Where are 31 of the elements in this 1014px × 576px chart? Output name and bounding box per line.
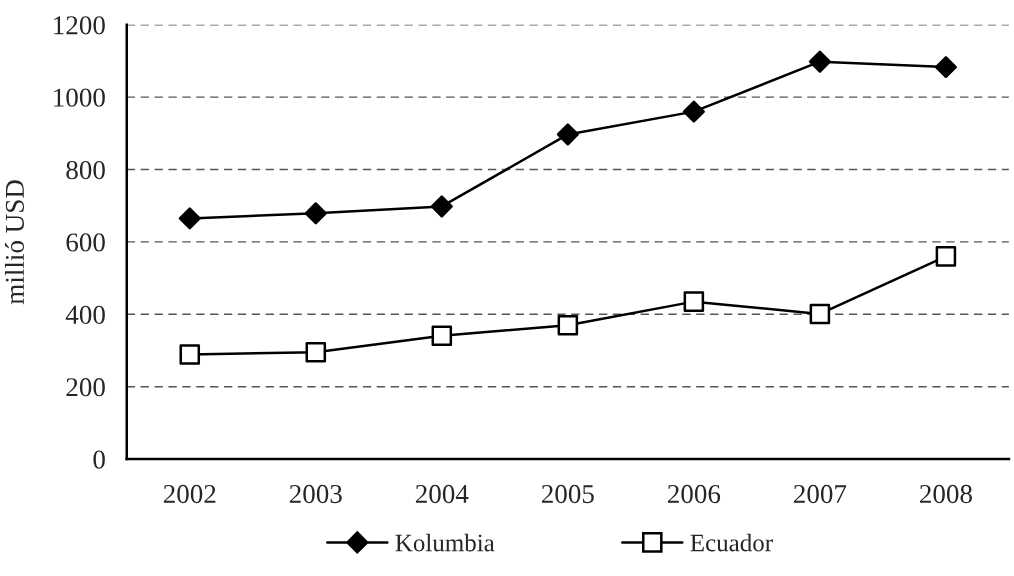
point [809,303,831,325]
y-tick-label: 1200 [54,16,105,35]
point [179,344,201,365]
x-tick-label: 2008 [920,484,972,504]
point [556,123,579,146]
point [305,342,327,363]
point [808,50,831,73]
x-tick-label: 2002 [163,484,216,504]
point [935,246,957,267]
y-tick-label: 400 [65,305,105,324]
y-tick-label: 800 [66,160,105,180]
point [557,314,579,336]
x-tick-label: 2004 [415,484,469,504]
y-axis-title: millió USD [4,180,25,305]
point [430,195,453,218]
x-tick-label: 2003 [289,484,342,504]
y-tick-label: 1000 [54,88,105,107]
point [431,325,453,346]
x-tick-label: 2006 [667,484,721,504]
x-tick-label: 2007 [794,484,847,504]
legend-label: Kolumbia [395,533,495,552]
y-tick-label: 600 [66,233,105,252]
point [304,202,327,225]
x-tick-label: 2005 [541,484,594,504]
point [178,207,201,230]
point [934,56,957,79]
y-tick-label: 0 [93,450,105,469]
point [682,100,705,123]
legend-label: Ecuador [690,533,773,552]
y-tick-label: 200 [66,378,105,397]
point [683,291,705,312]
